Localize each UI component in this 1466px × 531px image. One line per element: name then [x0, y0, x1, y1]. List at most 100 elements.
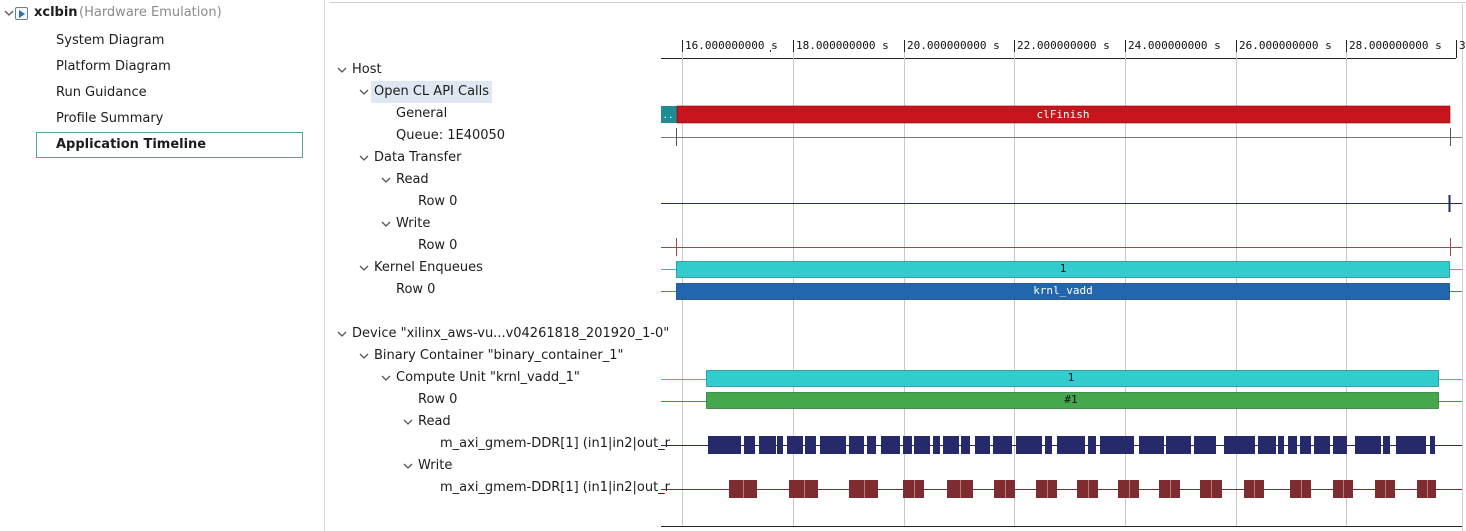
- tree-cu-read-port[interactable]: m_axi_gmem-DDR[1] (in1|in2|out_r: [440, 436, 671, 451]
- chevron-down-icon[interactable]: [335, 63, 349, 77]
- tree-host[interactable]: Host: [352, 62, 382, 77]
- chevron-down-icon[interactable]: [401, 459, 415, 473]
- tree-queue[interactable]: Queue: 1E40050: [396, 128, 506, 143]
- chevron-down-icon[interactable]: [335, 327, 349, 341]
- tree-opencl-api-calls[interactable]: Open CL API Calls: [371, 81, 493, 103]
- chevron-down-icon[interactable]: [357, 261, 371, 275]
- chevron-down-icon[interactable]: [357, 85, 371, 99]
- axi-read-burst: [1278, 436, 1284, 454]
- tree-cu-row[interactable]: Row 0: [418, 392, 458, 407]
- tick-label: 18.000000000 s: [796, 39, 889, 52]
- tree-data-transfer[interactable]: Data Transfer: [374, 150, 462, 165]
- axi-read-burst: [867, 436, 876, 454]
- axi-write-burst: [1159, 480, 1180, 498]
- tree-kernel-row[interactable]: Row 0: [396, 282, 436, 297]
- axi-read-burst: [1088, 436, 1096, 454]
- tree-write[interactable]: Write: [396, 216, 431, 231]
- tick-label: 16.000000000 s: [685, 39, 778, 52]
- axi-read-burst: [820, 436, 846, 454]
- tree-compute-unit[interactable]: Compute Unit "krnl_vadd_1": [396, 370, 580, 385]
- chevron-down-icon[interactable]: [2, 6, 16, 20]
- tick-label: 3: [1459, 39, 1466, 52]
- xclbin-title: xclbin: [34, 5, 78, 20]
- axi-read-burst: [1355, 436, 1381, 454]
- axi-read-burst: [903, 436, 912, 454]
- axi-read-burst: [933, 436, 940, 454]
- xclbin-file-icon: [15, 7, 28, 20]
- api-call-label: ..: [663, 111, 674, 121]
- axi-write-burst: [849, 480, 878, 498]
- axi-read-burst: [1045, 436, 1052, 454]
- axi-read-burst: [1100, 436, 1134, 454]
- axi-write-burst: [1118, 480, 1139, 498]
- nav-item-label: Application Timeline: [56, 137, 207, 152]
- clfinish-label: clFinish: [1037, 108, 1090, 121]
- kernel-label: krnl_vadd: [1033, 284, 1093, 297]
- tree-cu-write[interactable]: Write: [418, 458, 453, 473]
- tree-read[interactable]: Read: [396, 172, 429, 187]
- cu-bar: [706, 370, 1439, 387]
- axi-read-burst: [849, 436, 864, 454]
- axi-read-burst: [1333, 436, 1347, 454]
- nav-item-system-diagram[interactable]: System Diagram: [56, 33, 165, 48]
- axi-read-burst: [1288, 436, 1297, 454]
- nav-item-platform-diagram[interactable]: Platform Diagram: [56, 59, 171, 74]
- tree-cu-write-port[interactable]: m_axi_gmem-DDR[1] (in1|in2|out_r: [440, 480, 671, 495]
- axi-read-burst: [1383, 436, 1390, 454]
- axi-read-burst: [1016, 436, 1042, 454]
- axi-read-burst: [1057, 436, 1085, 454]
- xclbin-subtitle: (Hardware Emulation): [79, 5, 222, 20]
- enqueue-bar: [676, 261, 1450, 278]
- axi-read-burst: [787, 436, 803, 454]
- axi-read-burst: [1300, 436, 1311, 454]
- tree-write-row[interactable]: Row 0: [418, 238, 458, 253]
- axi-write-burst: [789, 480, 818, 498]
- axi-read-burst: [1396, 436, 1426, 454]
- axi-read-burst: [1314, 436, 1330, 454]
- tree-device[interactable]: Device "xilinx_aws-vu...v04261818_201920…: [352, 326, 670, 341]
- axi-read-burst: [1194, 436, 1216, 454]
- tree-kernel-enqueues[interactable]: Kernel Enqueues: [374, 260, 483, 275]
- chevron-down-icon[interactable]: [379, 217, 393, 231]
- axi-write-burst: [994, 480, 1015, 498]
- chevron-down-icon[interactable]: [401, 415, 415, 429]
- axi-read-burst: [881, 436, 900, 454]
- tick-label: 22.000000000 s: [1017, 39, 1110, 52]
- axi-write-burst: [1290, 480, 1311, 498]
- project-navigator: xclbin (Hardware Emulation) System Diagr…: [0, 0, 325, 531]
- axi-read-burst: [777, 436, 783, 454]
- enqueue-label: 1: [1060, 262, 1067, 275]
- axi-read-burst: [1166, 436, 1191, 454]
- cu-label: 1: [1068, 371, 1075, 384]
- nav-item-application-timeline[interactable]: Application Timeline: [36, 132, 303, 158]
- tick-label: 26.000000000 s: [1239, 39, 1332, 52]
- kernel-bar: [676, 283, 1450, 300]
- axi-read-burst: [805, 436, 816, 454]
- axi-read-burst: [993, 436, 1012, 454]
- axi-write-burst: [903, 480, 924, 498]
- tree-general[interactable]: General: [396, 106, 448, 121]
- cu-run-bar: [706, 392, 1439, 409]
- tree-binary-container[interactable]: Binary Container "binary_container_1": [374, 348, 624, 363]
- axi-read-burst: [914, 436, 930, 454]
- axi-read-burst: [961, 436, 970, 454]
- api-call-bar: [661, 106, 677, 123]
- axi-read-burst: [744, 436, 755, 454]
- nav-item-profile-summary[interactable]: Profile Summary: [56, 111, 164, 126]
- chevron-down-icon[interactable]: [357, 349, 371, 363]
- axi-read-burst: [1224, 436, 1255, 454]
- tree-cu-read[interactable]: Read: [418, 414, 451, 429]
- axi-read-burst: [1258, 436, 1276, 454]
- tick-label: 24.000000000 s: [1128, 39, 1221, 52]
- panel-top-border: [330, 2, 1466, 3]
- axi-read-burst: [708, 436, 741, 454]
- axi-write-burst: [1417, 480, 1436, 498]
- axi-write-burst: [1036, 480, 1057, 498]
- chevron-down-icon[interactable]: [379, 173, 393, 187]
- chevron-down-icon[interactable]: [379, 371, 393, 385]
- chevron-down-icon[interactable]: [357, 151, 371, 165]
- axi-write-burst: [1077, 480, 1098, 498]
- tree-read-row[interactable]: Row 0: [418, 194, 458, 209]
- nav-item-run-guidance[interactable]: Run Guidance: [56, 85, 147, 100]
